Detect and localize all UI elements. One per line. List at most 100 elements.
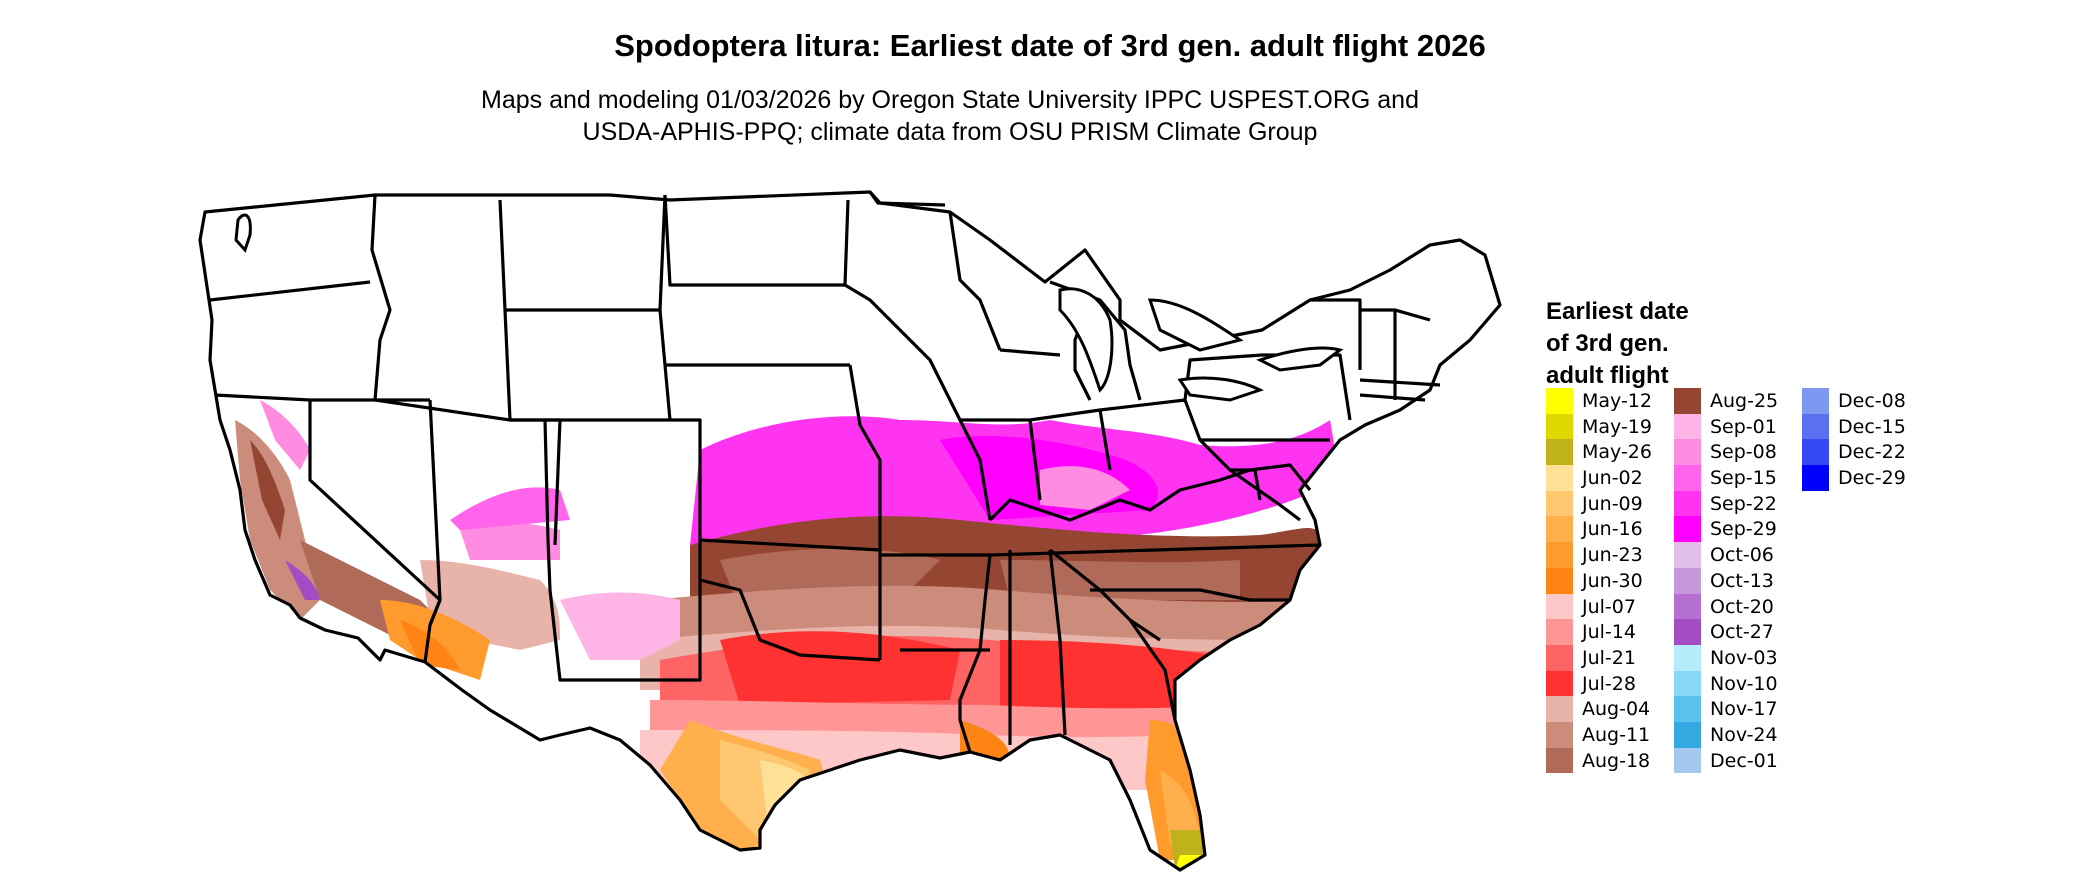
legend-item: Dec-01	[1674, 747, 1799, 774]
legend-column-2: Aug-25 Sep-01 Sep-08 Sep-15 Sep-22 Sep-29 Oct-…	[1674, 388, 1799, 774]
legend-item: Jun-23	[1546, 542, 1671, 568]
legend-label: Nov-24	[1710, 723, 1778, 746]
legend-swatch	[1674, 593, 1701, 620]
legend-swatch	[1546, 593, 1573, 620]
legend-label: Oct-13	[1710, 569, 1774, 592]
legend-label: Oct-06	[1710, 544, 1774, 567]
legend-swatch	[1674, 516, 1701, 543]
legend-item: Oct-20	[1674, 593, 1799, 620]
legend-swatch	[1546, 516, 1573, 543]
legend-label: Jun-30	[1582, 569, 1643, 592]
legend-item: Nov-17	[1674, 696, 1799, 722]
subtitle-line-2: USDA-APHIS-PPQ; climate data from OSU PR…	[582, 118, 1318, 146]
legend-label: Jul-28	[1582, 672, 1636, 695]
legend-item: Oct-27	[1674, 619, 1799, 645]
legend-column-1: May-12 May-19 May-26 Jun-02 Jun-09 Jun-16 Jun-…	[1546, 388, 1671, 774]
legend-swatch	[1546, 542, 1573, 568]
legend-label: May-12	[1582, 390, 1652, 412]
legend-label: Nov-03	[1710, 646, 1778, 669]
legend-swatch	[1674, 619, 1701, 645]
legend-swatch	[1674, 542, 1701, 568]
legend-title-line-2: of 3rd gen.	[1546, 330, 1669, 357]
legend-item: Aug-04	[1546, 696, 1671, 722]
legend-label: Sep-29	[1710, 518, 1777, 541]
legend-swatch	[1546, 465, 1573, 491]
legend-swatch	[1674, 413, 1701, 440]
legend-label: Sep-08	[1710, 441, 1777, 464]
legend-label: Aug-11	[1582, 723, 1651, 746]
legend-swatch	[1546, 388, 1573, 414]
legend-label: Dec-15	[1838, 415, 1906, 438]
legend-item: Jun-30	[1546, 567, 1671, 594]
legend-item: Jun-09	[1546, 490, 1671, 517]
legend-label: Jul-21	[1582, 646, 1636, 669]
legend-swatch	[1674, 490, 1701, 517]
legend-label: Oct-20	[1710, 595, 1774, 618]
legend-swatch	[1674, 567, 1701, 594]
legend-label: Dec-29	[1838, 467, 1906, 490]
legend-item: Sep-29	[1674, 516, 1799, 543]
legend-swatch	[1546, 696, 1573, 722]
legend-column-3: Dec-08 Dec-15 Dec-22 Dec-29	[1802, 388, 1927, 491]
legend-swatch	[1546, 721, 1573, 748]
legend-item: Oct-13	[1674, 567, 1799, 594]
legend-label: Sep-01	[1710, 415, 1777, 438]
legend-item: May-19	[1546, 413, 1671, 440]
legend-item: Jul-28	[1546, 670, 1671, 697]
us-map	[198, 190, 1502, 872]
legend-label: Dec-08	[1838, 390, 1906, 412]
legend-swatch	[1546, 490, 1573, 517]
legend-label: Aug-25	[1710, 390, 1779, 412]
legend-item: Jun-16	[1546, 516, 1671, 543]
legend-swatch	[1802, 388, 1829, 414]
legend-label: Nov-17	[1710, 698, 1778, 721]
legend-item: Aug-18	[1546, 747, 1671, 774]
legend-label: May-19	[1582, 415, 1652, 438]
legend-swatch	[1546, 439, 1573, 466]
legend-swatch	[1674, 696, 1701, 722]
legend-label: Nov-10	[1710, 672, 1778, 695]
legend-title-line-1: Earliest date	[1546, 298, 1689, 325]
legend-item: Dec-15	[1802, 413, 1927, 440]
legend-label: Sep-15	[1710, 467, 1777, 490]
subtitle-line-1: Maps and modeling 01/03/2026 by Oregon S…	[481, 86, 1419, 114]
legend-label: Jul-07	[1582, 595, 1636, 618]
legend-label: Dec-22	[1838, 441, 1906, 464]
legend-label: Aug-18	[1582, 749, 1651, 772]
legend-swatch	[1802, 413, 1829, 440]
legend-swatch	[1802, 439, 1829, 466]
legend-item: Nov-03	[1674, 644, 1799, 671]
legend-swatch	[1674, 439, 1701, 466]
legend-item: Sep-08	[1674, 439, 1799, 466]
legend-label: Dec-01	[1710, 749, 1778, 772]
legend-swatch	[1674, 747, 1701, 774]
legend-item: Aug-11	[1546, 721, 1671, 748]
legend-label: Sep-22	[1710, 492, 1777, 515]
legend-item: Sep-01	[1674, 413, 1799, 440]
legend-label: Jun-16	[1582, 518, 1643, 541]
legend-swatch	[1674, 465, 1701, 491]
legend-swatch	[1546, 567, 1573, 594]
legend-swatch	[1546, 670, 1573, 697]
legend-label: Jun-23	[1582, 544, 1643, 567]
legend-title: Earliest date of 3rd gen. adult flight	[1546, 296, 1746, 392]
legend-item: Jul-21	[1546, 644, 1671, 671]
legend-item: Aug-25	[1674, 388, 1799, 414]
legend-item: Dec-08	[1802, 388, 1927, 414]
legend-swatch	[1546, 413, 1573, 440]
legend-item: Sep-15	[1674, 465, 1799, 491]
legend-item: Jul-07	[1546, 593, 1671, 620]
legend-item: Nov-24	[1674, 721, 1799, 748]
legend-item: Jun-02	[1546, 465, 1671, 491]
legend-item: Nov-10	[1674, 670, 1799, 697]
legend-swatch	[1546, 619, 1573, 645]
legend-swatch	[1674, 670, 1701, 697]
legend-title-line-3: adult flight	[1546, 362, 1669, 389]
legend-swatch	[1546, 644, 1573, 671]
legend-swatch	[1674, 644, 1701, 671]
legend-item: Jul-14	[1546, 619, 1671, 645]
legend-swatch	[1802, 465, 1829, 491]
legend-swatch	[1674, 388, 1701, 414]
legend-item: Sep-22	[1674, 490, 1799, 517]
legend-item: May-12	[1546, 388, 1671, 414]
